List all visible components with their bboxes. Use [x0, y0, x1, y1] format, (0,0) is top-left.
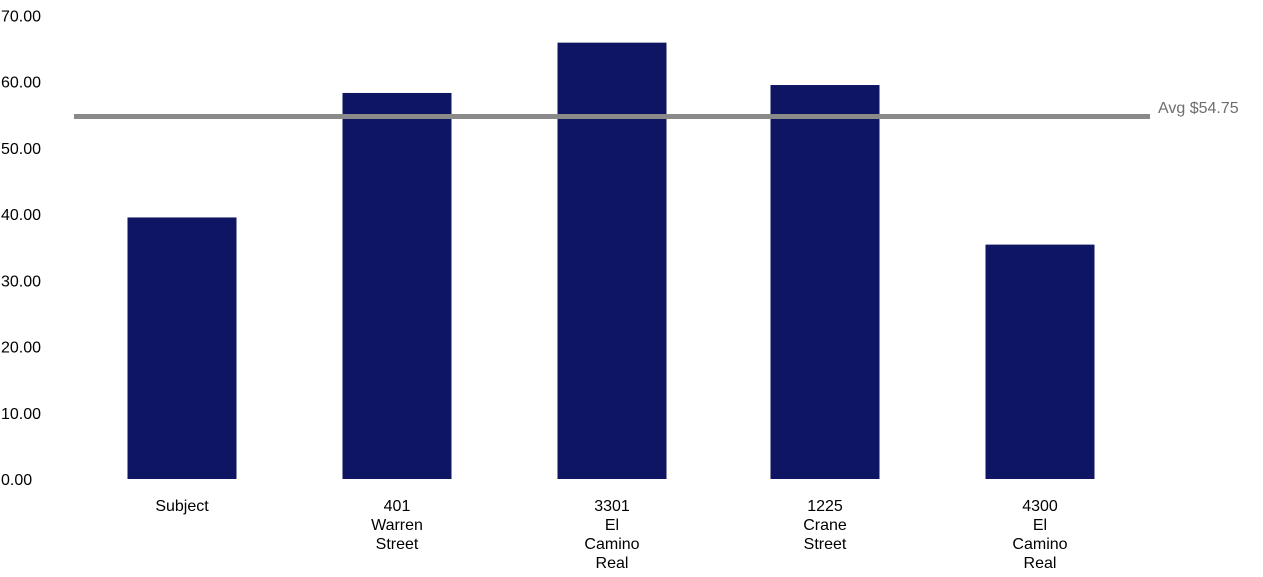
bar: [557, 42, 667, 479]
x-tick-label-line: Street: [804, 536, 847, 553]
y-tick-label: 20.00: [1, 340, 41, 357]
x-tick-label-line: 401: [384, 498, 411, 515]
x-axis-labels: Subject 401 Warren Street 3301 El Camino Real 12…: [155, 498, 1067, 572]
x-tick-label-line: Real: [1024, 555, 1057, 572]
average-label: Avg $54.75: [1158, 100, 1239, 117]
y-tick-label: 40.00: [1, 207, 41, 224]
x-tick-label-line: Real: [596, 555, 629, 572]
y-tick-label: 30.00: [1, 273, 41, 290]
x-tick-label: 1225 Crane Street: [803, 498, 847, 553]
bar: [770, 85, 880, 480]
y-tick-label: 70.00: [1, 9, 41, 26]
x-tick-label: Subject: [155, 498, 209, 515]
x-tick-label-line: Crane: [803, 517, 847, 534]
bars: [127, 42, 1095, 480]
x-tick-label-line: Camino: [1012, 536, 1067, 553]
x-tick-label-line: El: [1033, 517, 1047, 534]
y-tick-label: 50.00: [1, 141, 41, 158]
bar: [985, 244, 1095, 479]
x-tick-label-line: El: [605, 517, 619, 534]
x-tick-label: 3301 El Camino Real: [584, 498, 639, 572]
bar: [127, 217, 237, 480]
x-tick-label-line: Warren: [371, 517, 423, 534]
x-tick-label-line: 3301: [594, 498, 630, 515]
x-tick-label-line: Subject: [155, 498, 209, 515]
x-tick-label: 4300 El Camino Real: [1012, 498, 1067, 572]
y-tick-label: 10.00: [1, 406, 41, 423]
y-axis-ticks: 0.00 10.00 20.00 30.00 40.00 50.00 60.00 70.00: [1, 9, 41, 490]
x-tick-label: 401 Warren Street: [371, 498, 423, 553]
x-tick-label-line: Street: [376, 536, 419, 553]
y-tick-label: 60.00: [1, 75, 41, 92]
x-tick-label-line: Camino: [584, 536, 639, 553]
bar: [342, 92, 452, 480]
x-tick-label-line: 1225: [807, 498, 843, 515]
y-tick-label: 0.00: [1, 472, 32, 489]
x-tick-label-line: 4300: [1022, 498, 1058, 515]
